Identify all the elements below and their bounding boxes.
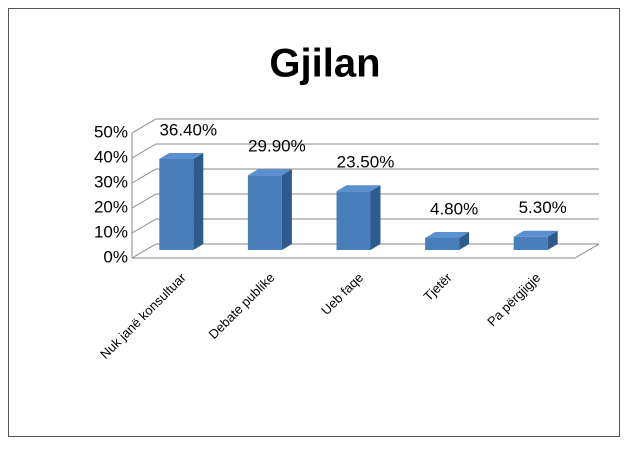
value-label: 36.40% bbox=[159, 120, 217, 139]
bar bbox=[513, 236, 548, 250]
y-tick-label: 50% bbox=[94, 122, 128, 141]
y-tick-label: 0% bbox=[103, 247, 128, 266]
bar-top bbox=[247, 169, 292, 176]
bar-side bbox=[281, 169, 292, 250]
bar bbox=[159, 159, 194, 250]
floor bbox=[132, 243, 600, 259]
bar bbox=[425, 238, 460, 250]
chart-title: Gjilan bbox=[269, 42, 380, 86]
y-tick-label: 30% bbox=[94, 172, 128, 191]
bar-top bbox=[425, 232, 470, 238]
y-tick-label: 10% bbox=[94, 222, 128, 241]
grid-line bbox=[131, 193, 599, 209]
value-label: 5.30% bbox=[519, 198, 567, 217]
bar-side bbox=[193, 153, 204, 250]
value-label: 29.90% bbox=[248, 137, 306, 156]
y-tick-label: 40% bbox=[94, 147, 128, 166]
value-label: 23.50% bbox=[337, 153, 395, 172]
bar bbox=[247, 175, 282, 250]
bar-top bbox=[159, 153, 204, 159]
bar-side bbox=[370, 185, 381, 250]
bar-top bbox=[513, 230, 558, 237]
y-tick-label: 20% bbox=[94, 197, 128, 216]
bar-side bbox=[547, 230, 558, 250]
bar bbox=[336, 191, 371, 250]
grid-line bbox=[131, 118, 599, 134]
grid-line bbox=[131, 218, 599, 234]
bar-top bbox=[336, 185, 381, 192]
grid-line bbox=[131, 168, 599, 184]
grid-line bbox=[131, 143, 599, 159]
chart-border bbox=[8, 8, 620, 437]
value-label: 4.80% bbox=[430, 199, 478, 218]
